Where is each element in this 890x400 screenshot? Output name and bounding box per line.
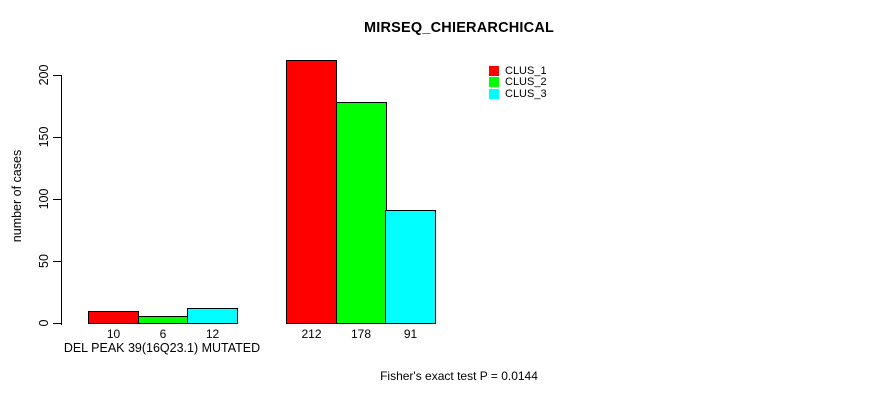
y-axis-tick-label: 200 [36, 64, 51, 86]
y-axis-line [60, 75, 62, 325]
bar-value-label: 6 [159, 327, 167, 341]
bar-value-label: 10 [106, 327, 121, 341]
annotation-text: Fisher's exact test P = 0.0144 [380, 369, 538, 383]
x-group-label: DEL PEAK 39(16Q23.1) MUTATED [63, 341, 261, 355]
legend-swatch-icon [489, 88, 499, 99]
y-axis-tick [53, 136, 61, 138]
legend-label: CLUS_2 [505, 76, 547, 89]
legend-label: CLUS_1 [505, 65, 547, 77]
legend-swatch-icon [489, 66, 499, 76]
legend-item: CLUS_2 [489, 76, 547, 89]
chart-title: MIRSEQ_CHIERARCHICAL [363, 20, 555, 36]
legend-item: CLUS_1 [489, 65, 547, 77]
y-axis-tick-label: 0 [36, 319, 51, 327]
legend-label: CLUS_3 [505, 87, 547, 100]
bar-clus_3-group1 [187, 308, 238, 325]
y-axis-tick [53, 198, 61, 200]
y-axis-tick-label: 150 [36, 126, 51, 148]
legend-swatch-icon [489, 77, 499, 88]
bar-value-label: 12 [205, 327, 220, 341]
bar-value-label: 212 [301, 327, 322, 341]
bar-value-label: 178 [350, 327, 372, 341]
bar-clus_2-group2 [335, 102, 387, 325]
bar-clus_1-group2 [286, 60, 337, 325]
bar-clus_1-group1 [88, 310, 139, 325]
bar-clus_3-group2 [385, 210, 436, 325]
legend-item: CLUS_3 [489, 87, 547, 100]
y-axis-tick [53, 322, 61, 324]
y-axis-tick-label: 100 [36, 188, 51, 210]
y-axis-tick [53, 74, 61, 76]
bar-value-label: 91 [403, 327, 418, 341]
y-axis-tick [53, 260, 61, 262]
bar-clus_2-group1 [137, 315, 189, 325]
y-axis-tick-label: 50 [36, 254, 51, 268]
legend: CLUS_1 CLUS_2 CLUS_3 [489, 66, 547, 100]
